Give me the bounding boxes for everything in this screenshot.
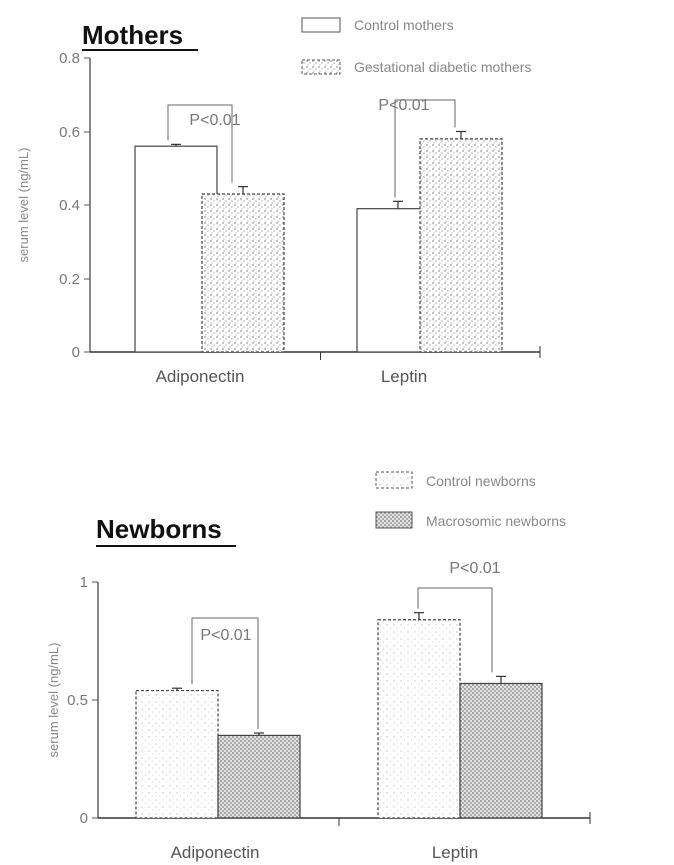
newborns-bar-leptin-series-1 [377, 619, 461, 819]
newborns-bar-adiponectin-series-1 [135, 689, 219, 819]
newborns-significance-bracket [191, 617, 259, 730]
newborns-legend-label: Control newborns [426, 473, 536, 489]
newborns-x-tick-label: Adiponectin [171, 843, 260, 862]
mothers-significance-bracket [167, 104, 233, 183]
mothers-legend-label: Gestational diabetic mothers [354, 59, 531, 75]
newborns-y-tick-label: 0 [80, 810, 88, 827]
newborns-y-axis-label: serum level (ng/mL) [46, 643, 61, 758]
newborns-chart-title: Newborns [96, 514, 222, 544]
mothers-legend-swatch [301, 59, 341, 75]
newborns-p-value-label: P<0.01 [200, 627, 251, 644]
mothers-legend-label: Control mothers [354, 17, 454, 33]
mothers-y-tick-label: 0.8 [59, 50, 80, 67]
newborns-legend-label: Macrosomic newborns [426, 513, 566, 529]
mothers-y-tick-label: 0 [72, 344, 80, 361]
newborns-significance-bracket [417, 587, 493, 673]
mothers-p-value-label: P<0.01 [189, 112, 240, 129]
mothers-p-value-label: P<0.01 [378, 97, 429, 114]
mothers-y-axis-label: serum level (ng/mL) [16, 148, 31, 263]
newborns-legend-swatch [375, 471, 413, 489]
newborns-bar-leptin-series-2 [459, 682, 543, 819]
mothers-significance-bracket [394, 99, 456, 198]
newborns-y-tick-label: 1 [80, 574, 88, 591]
newborns-bar-adiponectin-series-2 [217, 734, 301, 819]
newborns-legend-swatch [375, 511, 413, 529]
mothers-y-tick-label: 0.2 [59, 271, 80, 288]
newborns-p-value-label: P<0.01 [449, 560, 500, 577]
mothers-x-tick-label: Adiponectin [156, 367, 245, 386]
mothers-x-tick-label: Leptin [381, 367, 427, 386]
newborns-x-tick-label: Leptin [432, 843, 478, 862]
newborns-y-tick-label: 0.5 [67, 692, 88, 709]
mothers-bar-leptin-series-2 [419, 138, 503, 353]
mothers-bar-adiponectin-series-2 [201, 193, 285, 353]
mothers-legend-swatch [301, 17, 341, 33]
mothers-y-tick-label: 0.6 [59, 124, 80, 141]
mothers-y-tick-label: 0.4 [59, 197, 80, 214]
mothers-chart-title: Mothers [82, 20, 183, 50]
